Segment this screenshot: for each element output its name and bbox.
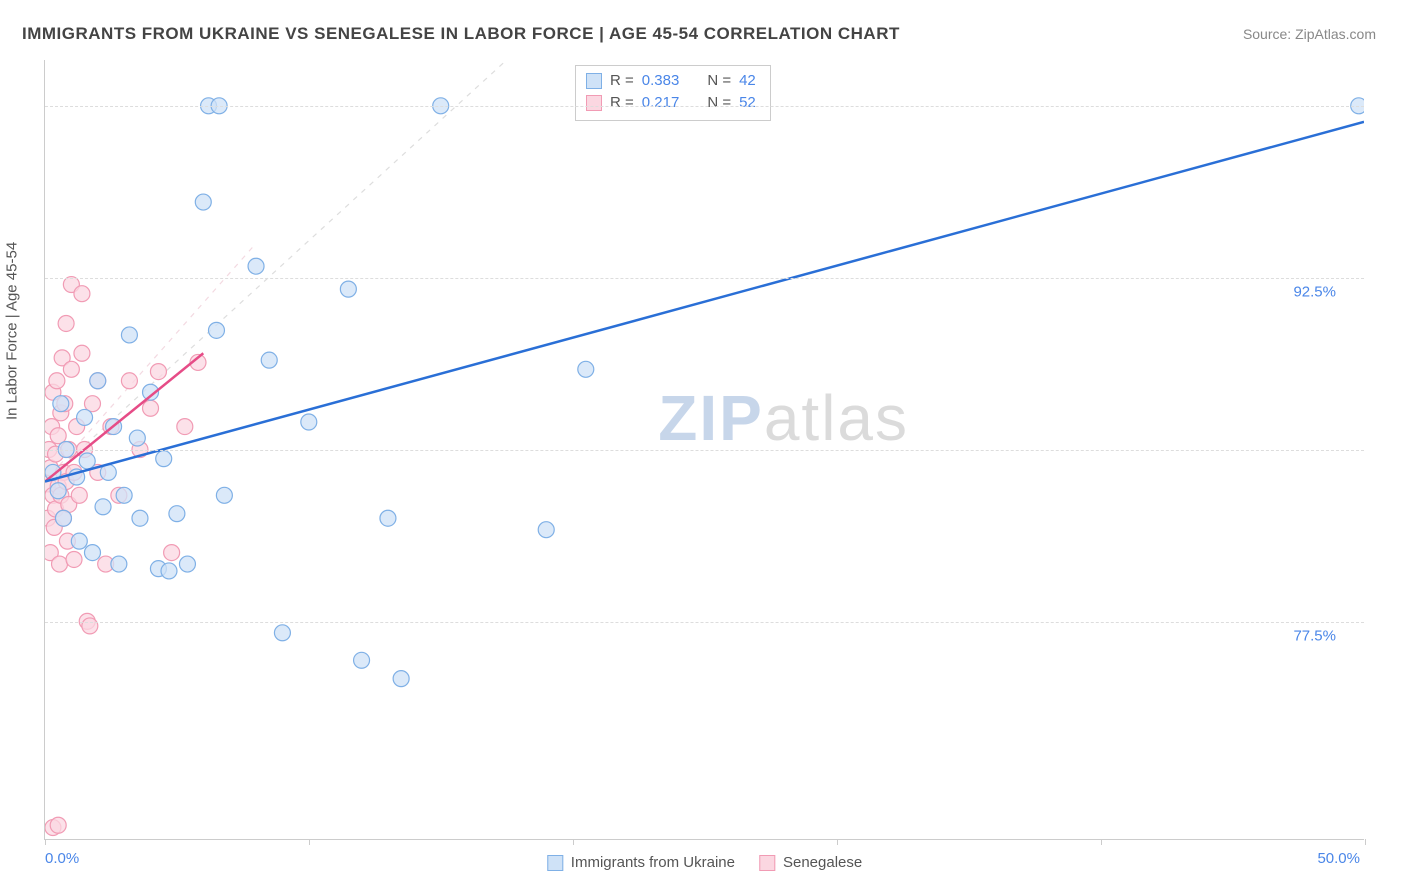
legend-label-ukraine: Immigrants from Ukraine (571, 854, 735, 871)
x-tick-label: 0.0% (45, 850, 79, 867)
legend-label-senegalese: Senegalese (783, 854, 862, 871)
x-tick (1101, 839, 1102, 845)
x-tick-label: 50.0% (1317, 850, 1360, 867)
n-label: N = (707, 70, 731, 92)
x-tick (1365, 839, 1366, 845)
stats-row-senegalese: R = 0.217 N = 52 (586, 92, 756, 114)
r-value-senegalese: 0.217 (642, 92, 680, 114)
stats-row-ukraine: R = 0.383 N = 42 (586, 70, 756, 92)
x-tick (573, 839, 574, 845)
legend-item-ukraine: Immigrants from Ukraine (547, 854, 735, 871)
stats-box: R = 0.383 N = 42 R = 0.217 N = 52 (575, 65, 771, 121)
bottom-legend: Immigrants from Ukraine Senegalese (547, 854, 862, 871)
x-tick (837, 839, 838, 845)
r-label: R = (610, 70, 634, 92)
legend-swatch-ukraine (547, 855, 563, 871)
plot-area: ZIPatlas R = 0.383 N = 42 R = 0.217 N = … (44, 60, 1364, 840)
gridline (45, 450, 1364, 451)
y-tick-label: 77.5% (1293, 628, 1336, 645)
gridline (45, 278, 1364, 279)
n-value-senegalese: 52 (739, 92, 756, 114)
swatch-senegalese (586, 95, 602, 111)
x-tick (45, 839, 46, 845)
x-tick (309, 839, 310, 845)
legend-swatch-senegalese (759, 855, 775, 871)
watermark: ZIPatlas (658, 381, 909, 455)
watermark-atlas: atlas (764, 382, 909, 454)
y-axis-label: In Labor Force | Age 45-54 (4, 242, 21, 420)
swatch-ukraine (586, 73, 602, 89)
n-label: N = (707, 92, 731, 114)
watermark-zip: ZIP (658, 382, 764, 454)
n-value-ukraine: 42 (739, 70, 756, 92)
r-label: R = (610, 92, 634, 114)
gridline (45, 622, 1364, 623)
chart-title: IMMIGRANTS FROM UKRAINE VS SENEGALESE IN… (22, 24, 900, 44)
legend-item-senegalese: Senegalese (759, 854, 862, 871)
source-label: Source: ZipAtlas.com (1243, 26, 1376, 42)
y-tick-label: 92.5% (1293, 283, 1336, 300)
r-value-ukraine: 0.383 (642, 70, 680, 92)
gridline (45, 106, 1364, 107)
